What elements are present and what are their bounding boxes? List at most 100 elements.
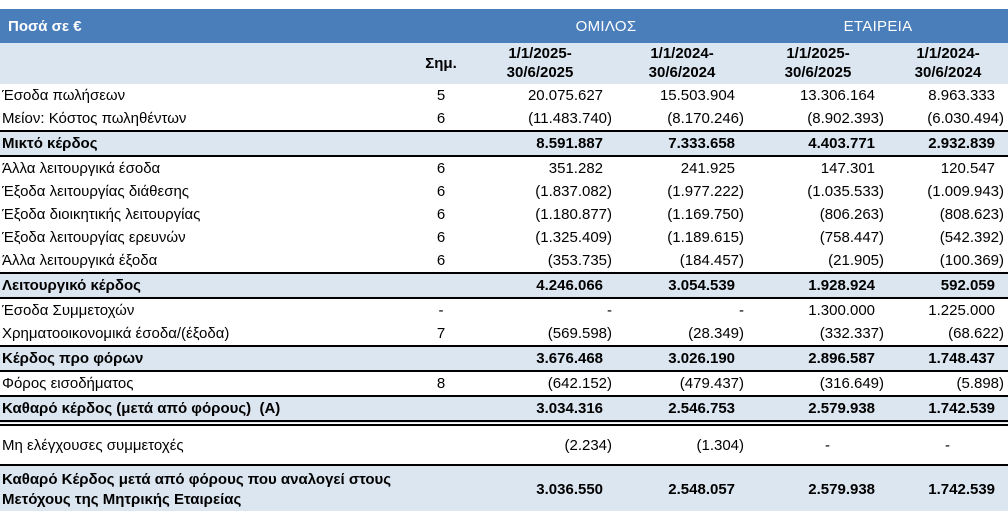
income-statement-table: Ποσά σε € ΟΜΙΛΟΣ ΕΤΑΙΡΕΙΑ Σημ. 1/1/2025-… xyxy=(0,9,1008,511)
value-cell: 351.282 xyxy=(548,160,604,177)
value-cell: 3.034.316 xyxy=(464,395,617,426)
table-row: Μικτό κέρδος 8.591.887 7.333.658 4.403.771 2… xyxy=(0,130,1008,157)
value-cell: (569.598) xyxy=(547,325,613,342)
note-reference-cell: - xyxy=(438,302,444,319)
note-reference-cell xyxy=(418,345,465,372)
note-reference-cell xyxy=(418,130,465,157)
row-label: Χρηματοοικονομικά έσοδα/(έξοδα) xyxy=(2,325,230,342)
value-cell: 7.333.658 xyxy=(616,130,749,157)
value-cell: (8.902.393) xyxy=(807,110,885,127)
value-cell: (1.169.750) xyxy=(667,206,745,223)
value-cell: (1.837.082) xyxy=(535,183,613,200)
table-row: Λειτουργικό κέρδος 4.246.066 3.054.539 1.92… xyxy=(0,272,1008,299)
period-line-2: 30/6/2025 xyxy=(784,63,852,81)
value-cell: (1.009.943) xyxy=(927,183,1005,200)
table-row: Κέρδος προ φόρων 3.676.468 3.026.190 2.896.… xyxy=(0,345,1008,372)
value-cell: 13.306.164 xyxy=(799,87,876,104)
note-reference-cell: 6 xyxy=(436,160,446,177)
note-reference-cell: 8 xyxy=(436,375,446,392)
table-row: Καθαρό Κέρδος μετά από φόρους που αναλογ… xyxy=(0,464,1008,511)
value-cell: (479.437) xyxy=(679,375,745,392)
note-reference-cell: 5 xyxy=(436,87,446,104)
value-cell: 15.503.904 xyxy=(659,87,736,104)
value-cell: (642.152) xyxy=(547,375,613,392)
value-cell: 2.932.839 xyxy=(888,130,1008,157)
period-line-2: 30/6/2024 xyxy=(914,63,982,81)
value-cell: (758.447) xyxy=(819,229,885,246)
value-cell: 592.059 xyxy=(888,272,1008,299)
table-row: Άλλα λειτουργικά έσοδα 6 351.282 241.925 147… xyxy=(0,156,1008,180)
value-cell: 8.591.887 xyxy=(464,130,617,157)
row-label: Λειτουργικό κέρδος xyxy=(0,272,418,299)
value-cell: 2.579.938 xyxy=(748,464,889,511)
note-reference-cell: 6 xyxy=(436,206,446,223)
period-header-group-2024: 1/1/2024- 30/6/2024 xyxy=(616,43,749,84)
value-cell: (808.623) xyxy=(939,206,1005,223)
row-label: Έξοδα λειτουργίας ερευνών xyxy=(2,229,186,246)
value-cell: (806.263) xyxy=(819,206,885,223)
period-header-row: Σημ. 1/1/2025- 30/6/2025 1/1/2024- 30/6/… xyxy=(0,43,1008,84)
row-label: Κέρδος προ φόρων xyxy=(0,345,418,372)
note-reference-cell xyxy=(418,395,465,426)
note-reference-cell: 6 xyxy=(436,110,446,127)
row-label: Καθαρό κέρδος (μετά από φόρους) (Α) xyxy=(0,395,418,426)
period-line-1: 1/1/2025- xyxy=(786,44,850,62)
table-row: Φόρος εισοδήματος 8 (642.152) (479.437) (316… xyxy=(0,371,1008,396)
value-cell: 20.075.627 xyxy=(527,87,604,104)
note-reference-cell xyxy=(418,272,465,299)
title-band-row: Ποσά σε € ΟΜΙΛΟΣ ΕΤΑΙΡΕΙΑ xyxy=(0,9,1008,43)
value-cell: (2.234) xyxy=(564,436,613,454)
value-cell: 2.896.587 xyxy=(748,345,889,372)
value-cell: 241.925 xyxy=(680,160,736,177)
period-line-2: 30/6/2025 xyxy=(506,63,574,81)
empty-header-cell xyxy=(0,43,418,84)
value-cell: (184.457) xyxy=(679,252,745,269)
row-label: Άλλα λειτουργικά έσοδα xyxy=(2,160,161,177)
period-line-1: 1/1/2025- xyxy=(508,44,572,62)
value-cell: - xyxy=(739,302,745,319)
value-cell: (68.622) xyxy=(948,325,1005,342)
value-cell: - xyxy=(607,302,613,319)
row-label: Έξοδα λειτουργίας διάθεσης xyxy=(2,183,190,200)
period-header-company-2024: 1/1/2024- 30/6/2024 xyxy=(888,43,1008,84)
value-cell: (8.170.246) xyxy=(667,110,745,127)
table-row: Έξοδα διοικητικής λειτουργίας 6 (1.180.877… xyxy=(0,203,1008,226)
value-cell: 2.548.057 xyxy=(616,464,749,511)
notes-column-header: Σημ. xyxy=(418,43,465,84)
value-cell: (1.189.615) xyxy=(667,229,745,246)
row-label: Μικτό κέρδος xyxy=(0,130,418,157)
row-label: Καθαρό Κέρδος μετά από φόρους που αναλογ… xyxy=(0,464,418,511)
value-cell: 2.546.753 xyxy=(616,395,749,426)
value-cell: (21.905) xyxy=(828,252,885,269)
value-cell: - xyxy=(945,436,951,454)
row-label: Άλλα λειτουργικά έξοδα xyxy=(2,252,158,269)
value-cell: 4.403.771 xyxy=(748,130,889,157)
note-reference-cell: 6 xyxy=(436,252,446,269)
value-cell: 3.036.550 xyxy=(464,464,617,511)
value-cell: 3.054.539 xyxy=(616,272,749,299)
value-cell: (1.304) xyxy=(696,436,745,454)
value-cell: (5.898) xyxy=(956,375,1005,392)
row-label: Έσοδα πωλήσεων xyxy=(2,87,126,104)
value-cell: 1.300.000 xyxy=(808,302,876,319)
value-cell: 4.246.066 xyxy=(464,272,617,299)
table-row: Έξοδα λειτουργίας διάθεσης 6 (1.837.082) (1… xyxy=(0,180,1008,203)
table-row: Έσοδα πωλήσεων 5 20.075.627 15.503.904 13.30… xyxy=(0,84,1008,107)
note-reference-cell: 7 xyxy=(436,325,446,342)
row-label: Μη ελέγχουσες συμμετοχές xyxy=(2,436,184,454)
table-row: Έξοδα λειτουργίας ερευνών 6 (1.325.409) (1.… xyxy=(0,226,1008,249)
row-label: Μείον: Κόστος πωληθέντων xyxy=(2,110,187,127)
period-header-company-2025: 1/1/2025- 30/6/2025 xyxy=(748,43,889,84)
period-line-2: 30/6/2024 xyxy=(648,63,716,81)
period-header-group-2025: 1/1/2025- 30/6/2025 xyxy=(464,43,617,84)
table-row: Χρηματοοικονομικά έσοδα/(έξοδα) 7 (569.598… xyxy=(0,322,1008,346)
table-row: Μη ελέγχουσες συμμετοχές (2.234) (1.304) - - xyxy=(0,423,1008,465)
row-label: Έσοδα Συμμετοχών xyxy=(2,302,135,319)
note-reference-cell xyxy=(418,464,465,511)
period-line-1: 1/1/2024- xyxy=(916,44,980,62)
value-cell: (316.649) xyxy=(819,375,885,392)
value-cell: (1.180.877) xyxy=(535,206,613,223)
table-row: Καθαρό κέρδος (μετά από φόρους) (Α) 3.034… xyxy=(0,395,1008,426)
amounts-in-euro-label: Ποσά σε € xyxy=(0,9,465,43)
